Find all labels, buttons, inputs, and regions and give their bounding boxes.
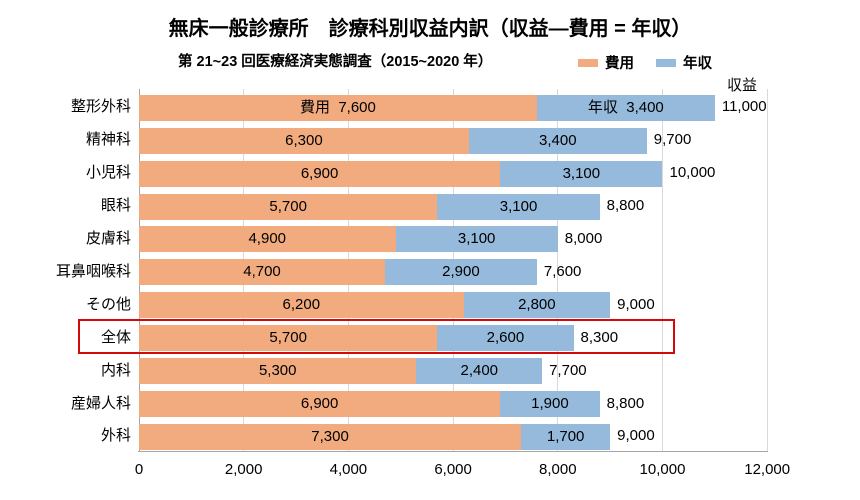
- chart-title: 無床一般診療所 診療科別収益内訳（収益―費用 = 年収）: [168, 18, 692, 40]
- gridline: [662, 89, 663, 451]
- total-label: 9,000: [617, 295, 655, 313]
- category-label: 産婦人科: [70, 394, 131, 412]
- total-label: 8,800: [606, 197, 645, 215]
- cost-segment: 費用 7,600: [139, 94, 537, 121]
- income-segment: 1,900: [500, 390, 600, 417]
- category-label: 精神科: [85, 131, 131, 149]
- legend: 費用 年収: [578, 52, 734, 73]
- category-label: 皮膚科: [85, 230, 131, 247]
- total-label: 8,000: [564, 230, 603, 247]
- legend-label-income: 年収: [683, 56, 712, 72]
- cost-segment: 5,700: [139, 193, 438, 220]
- gridline: [766, 89, 768, 451]
- legend-swatch-income: [656, 58, 676, 67]
- cost-segment: 6,900: [139, 390, 501, 417]
- gridline: [557, 89, 559, 451]
- x-tick-label: 0: [134, 461, 144, 478]
- cost-segment: 6,900: [139, 160, 501, 187]
- total-label: 11,000: [721, 98, 767, 116]
- cost-segment: 6,200: [139, 292, 464, 319]
- x-axis-line: [138, 450, 769, 452]
- legend-swatch-cost: [578, 58, 598, 67]
- cost-segment: 5,700: [139, 325, 438, 352]
- total-label: 8,300: [580, 328, 619, 346]
- income-segment: 2,800: [463, 292, 611, 319]
- cost-segment: 4,900: [139, 226, 396, 253]
- category-label: 全体: [100, 328, 131, 346]
- cost-segment: 5,300: [139, 358, 417, 385]
- category-label: 眼科: [100, 197, 131, 215]
- income-segment: 3,100: [500, 160, 663, 187]
- category-label: 耳鼻咽喉科: [55, 262, 131, 280]
- category-label: 整形外科: [70, 98, 131, 116]
- total-label: 9,000: [617, 427, 655, 445]
- revenue-axis-label: 収益: [726, 77, 757, 94]
- cost-segment: 4,700: [139, 259, 386, 286]
- x-tick-label: 8,000: [539, 461, 577, 478]
- x-tick-label: 12,000: [744, 461, 791, 478]
- income-segment: 2,600: [437, 325, 574, 352]
- category-label: 内科: [100, 361, 131, 379]
- x-tick-label: 2,000: [224, 461, 263, 478]
- income-segment: 年収 3,400: [536, 94, 715, 121]
- cost-segment: 7,300: [139, 423, 522, 450]
- category-label: 外科: [100, 427, 131, 445]
- income-segment: 3,100: [395, 226, 558, 253]
- total-label: 9,700: [653, 131, 692, 149]
- category-label: その他: [85, 295, 131, 313]
- highlight-box: [77, 319, 675, 355]
- cost-segment: 6,300: [139, 127, 469, 154]
- income-segment: 1,700: [521, 423, 611, 450]
- x-tick-label: 10,000: [639, 461, 686, 478]
- category-label: 小児科: [85, 164, 131, 182]
- x-tick-label: 6,000: [434, 461, 472, 478]
- income-segment: 2,400: [416, 358, 543, 385]
- total-label: 10,000: [669, 164, 716, 182]
- x-tick-label: 4,000: [329, 461, 368, 478]
- income-segment: 2,900: [385, 259, 537, 286]
- chart-subtitle: 第 21~23 回医療経済実態調査（2015~2020 年）: [178, 54, 493, 70]
- total-label: 7,600: [543, 262, 582, 280]
- total-label: 8,800: [606, 394, 645, 412]
- income-segment: 3,400: [468, 127, 647, 154]
- total-label: 7,700: [549, 361, 587, 379]
- income-segment: 3,100: [437, 193, 600, 220]
- legend-label-cost: 費用: [605, 56, 634, 72]
